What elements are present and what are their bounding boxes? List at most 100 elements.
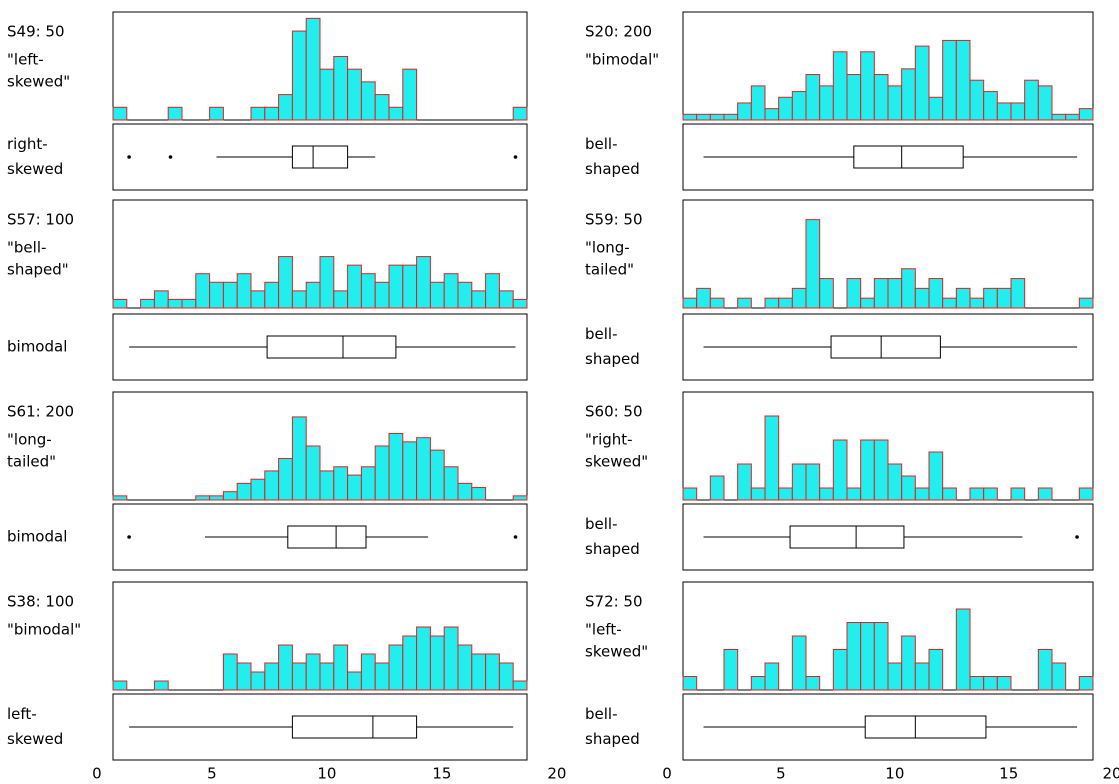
hist-bar [167,106,183,121]
hist-bar [347,264,362,309]
hist-bar [928,278,944,309]
hist-bar [737,297,752,309]
hist-bar [955,287,971,309]
hist-bar [416,256,431,309]
shape-label: skewed" [585,453,648,471]
hist-bar [374,94,390,121]
hist-bar [402,635,418,691]
shape-label: "left- [585,621,622,639]
x-tick-label: 20 [1102,765,1119,783]
hist-bar [969,79,985,121]
box-label: left- [7,705,37,723]
hist-bar [498,662,514,691]
hist-bar [860,622,875,691]
shape-label: "bell- [7,239,46,257]
hist-bar [416,437,431,501]
hist-bar [805,463,821,501]
hist-bar [860,297,875,309]
box-label: skewed [7,160,63,178]
hist-bar [333,290,349,309]
hist-bar [429,281,445,309]
shape-label: "bimodal" [7,621,81,639]
hist-bar [846,278,862,309]
hist-bar [250,106,266,121]
hist-bar [291,416,307,501]
hist-bar [914,487,930,501]
hist-bar [709,475,725,501]
hist-bar [819,487,834,501]
hist-bar [222,281,238,309]
hist-bar [319,68,335,121]
shape-label: shaped" [7,261,69,279]
hist-bar [374,281,390,309]
hist-bar [996,676,1012,691]
box-label: bimodal [7,528,67,546]
hist-bar [443,466,459,501]
panel-title: S59: 50 [585,211,643,229]
hist-bar [914,287,930,309]
hist-bar [512,106,528,121]
hist-bar [737,102,752,121]
hist-bar [791,287,807,309]
hist-bar [805,74,821,121]
hist-bar [846,622,862,691]
hist-bar [791,463,807,501]
hist-bar [901,68,916,121]
hist-bar [305,653,321,691]
x-tick-label: 0 [662,765,672,783]
hist-bar [682,113,698,121]
hist-bar [709,113,725,121]
hist-bar [195,273,211,309]
hist-bar [1078,487,1094,501]
hist-bar [887,662,903,691]
hist-bar [264,470,280,501]
box-label: shaped [585,540,640,558]
hist-bar [682,297,698,309]
hist-bar [374,662,390,691]
hist-bar [278,94,293,121]
hist-bar [333,644,349,691]
hist-bar [236,482,252,501]
x-tick-label: 5 [776,765,786,783]
hist-bar [112,495,128,501]
hist-bar [764,415,780,501]
panel-title: S20: 200 [585,23,652,41]
hist-bar [832,51,848,121]
hist-bar [1065,113,1080,121]
hist-bar [388,644,404,691]
hist-bar [374,445,390,501]
hist-bar [860,51,875,121]
x-tick-label: 15 [432,765,451,783]
outlier [127,155,131,159]
hist-bar [983,676,998,691]
hist-bar [1078,108,1094,121]
hist-bar [1010,487,1026,501]
hist-bar [901,268,916,309]
hist-bar [195,495,211,501]
hist-bar [873,74,889,121]
hist-bar [485,653,500,691]
hist-bar [791,91,807,121]
hist-bar [360,81,376,121]
hist-bar [819,85,834,121]
hist-bar [278,457,293,501]
hist-bar [278,256,293,309]
shape-label: tailed" [7,453,56,471]
hist-bar [778,487,793,501]
hist-bar [723,113,739,121]
hist-bar [955,39,971,121]
x-tick-label: 20 [547,765,566,783]
hist-bar [942,487,957,501]
hist-bar [333,55,349,121]
hist-bar [264,106,280,121]
hist-bar [860,439,875,501]
hist-bar [471,290,487,309]
hist-bar [250,671,266,691]
hist-bar [764,297,780,309]
hist-bar [750,85,766,121]
box-label: shaped [585,350,640,368]
hist-bar [709,297,725,309]
hist-bar [778,297,793,309]
outlier [168,155,173,159]
